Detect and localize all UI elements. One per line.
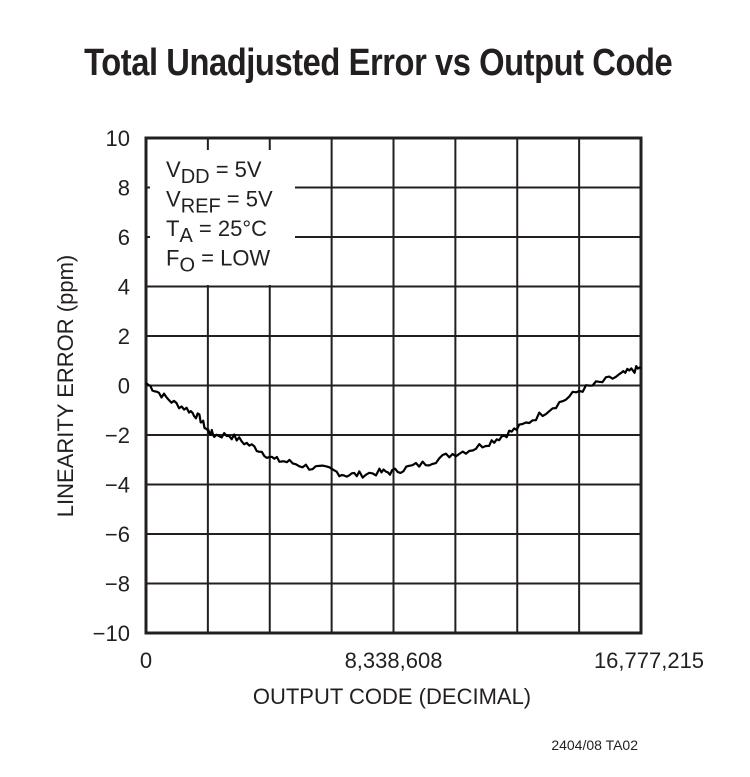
plot-frame [144,136,643,635]
condition-label: VREF = 5V [166,187,273,218]
y-tick-label: 10 [106,126,130,151]
x-tick-label: 0 [140,648,152,673]
y-tick-label: 8 [118,176,130,201]
condition-label: FO = LOW [166,246,270,277]
chart-title: Total Unadjusted Error vs Output Code [84,42,673,84]
x-axis-label: OUTPUT CODE (DECIMAL) [253,684,531,709]
y-axis-ticks: 10 8 6 4 2 0 −2 −4 −6 −8 −10 [93,126,130,646]
y-tick-label: −2 [105,423,130,448]
conditions-box-bg [150,150,295,285]
y-tick-label: −10 [93,621,130,646]
x-tick-label: 16,777,215 [594,648,704,673]
x-tick-label: 8,338,608 [345,648,443,673]
condition-label: TA = 25°C [166,216,267,247]
y-tick-label: 6 [118,225,130,250]
y-tick-label: −8 [105,572,130,597]
figure-footnote: 2404/08 TA02 [551,737,638,753]
y-tick-label: −6 [105,522,130,547]
y-tick-label: 4 [118,275,130,300]
y-axis-label: LINEARITY ERROR (ppm) [53,255,78,517]
y-tick-label: 0 [118,374,130,399]
linearity-error-line [145,365,642,479]
condition-label: VDD = 5V [166,157,262,188]
y-tick-label: 2 [118,324,130,349]
x-axis-ticks: 0 8,338,608 16,777,215 [140,648,704,673]
y-tick-label: −4 [105,473,130,498]
